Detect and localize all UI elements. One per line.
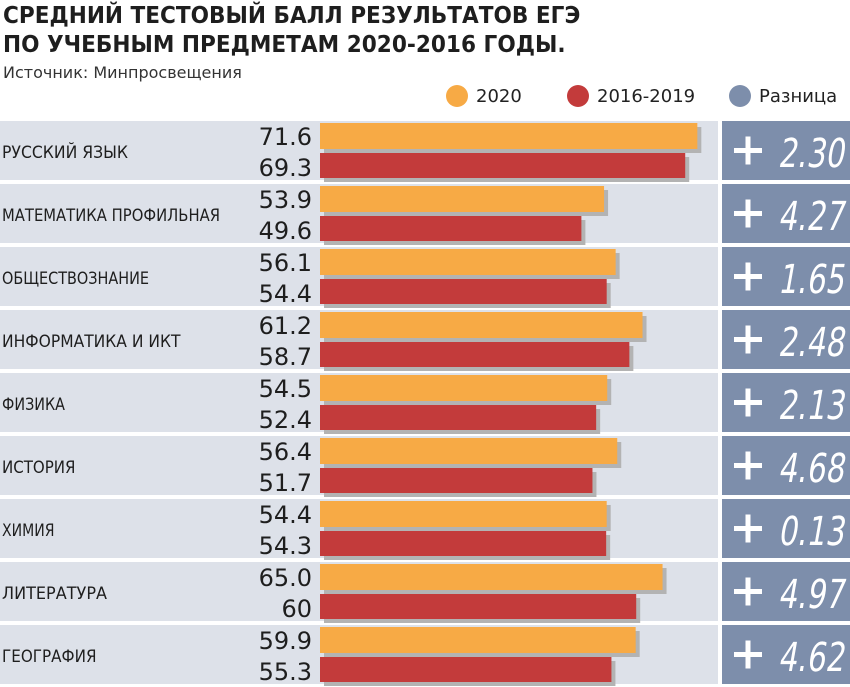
value-label-2020: 54.5	[259, 375, 312, 403]
bar-2020	[320, 123, 698, 149]
bar-2020	[320, 438, 618, 464]
value-label-2016-2019: 58.7	[259, 343, 312, 371]
chart-row: ХИМИЯ 54.4 54.3 0.13	[0, 499, 850, 560]
value-label-2016-2019: 54.3	[259, 532, 312, 560]
bar-2016-2019	[320, 342, 630, 367]
bar-2020	[320, 186, 605, 212]
source-note: Источник: Минпросвещения	[3, 63, 242, 82]
plus-sign-vertical	[745, 262, 751, 291]
category-label: ХИМИЯ	[2, 521, 55, 541]
title-line-2: ПО УЧЕБНЫМ ПРЕДМЕТАМ 2020-2016 ГОДЫ.	[3, 32, 566, 58]
value-label-2016-2019: 60	[281, 595, 312, 623]
bar-2020	[320, 501, 607, 527]
difference-value: 2.30	[776, 130, 850, 177]
plus-sign-vertical	[745, 451, 751, 480]
bar-2016-2019	[320, 657, 612, 682]
category-label: РУССКИЙ ЯЗЫК	[2, 141, 128, 163]
difference-value: 4.68	[776, 445, 850, 492]
bar-2016-2019	[320, 468, 593, 493]
plus-sign-vertical	[745, 388, 751, 417]
plus-sign-vertical	[745, 577, 751, 606]
legend-swatch-difference	[729, 85, 751, 107]
value-label-2016-2019: 69.3	[259, 154, 312, 182]
difference-value: 2.48	[776, 319, 850, 366]
plus-sign-vertical	[745, 514, 751, 543]
title-line-1: СРЕДНИЙ ТЕСТОВЫЙ БАЛЛ РЕЗУЛЬТАТОВ ЕГЭ	[3, 3, 581, 29]
chart-row: ИНФОРМАТИКА И ИКТ 61.2 58.7 2.48	[0, 310, 850, 371]
plus-sign-vertical	[745, 136, 751, 165]
difference-value: 2.13	[776, 382, 850, 429]
bar-2020	[320, 564, 663, 590]
plus-sign-vertical	[745, 640, 751, 669]
legend-item-difference: Разница	[729, 84, 837, 108]
legend: 2020 2016-2019 Разница	[0, 84, 850, 108]
bar-2016-2019	[320, 216, 582, 241]
category-label: ФИЗИКА	[2, 395, 65, 415]
chart-title: СРЕДНИЙ ТЕСТОВЫЙ БАЛЛ РЕЗУЛЬТАТОВ ЕГЭ ПО…	[3, 2, 580, 60]
value-label-2020: 61.2	[259, 312, 312, 340]
bar-2016-2019	[320, 153, 686, 178]
difference-value: 4.97	[776, 571, 850, 618]
legend-label-2016-2019: 2016-2019	[597, 85, 696, 107]
legend-item-2016-2019: 2016-2019	[567, 84, 695, 108]
chart-row: ГЕОГРАФИЯ 59.9 55.3 4.62	[0, 625, 850, 686]
value-label-2020: 54.4	[259, 501, 312, 529]
bar-2016-2019	[320, 279, 607, 304]
bar-chart: РУССКИЙ ЯЗЫК 71.6 69.3 2.30 МАТЕМАТИКА ПРОФИ…	[0, 121, 850, 686]
legend-label-difference: Разница	[759, 85, 838, 107]
bar-2020	[320, 312, 643, 338]
category-label: ОБЩЕСТВОЗНАНИЕ	[2, 269, 149, 289]
legend-swatch-2016-2019	[567, 85, 589, 107]
category-label: ИСТОРИЯ	[2, 458, 76, 478]
value-label-2016-2019: 52.4	[259, 406, 312, 434]
bar-2020	[320, 375, 608, 401]
chart-row: ЛИТЕРАТУРА 65.0 60 4.97	[0, 562, 850, 623]
bar-2020	[320, 249, 616, 275]
chart-row: ФИЗИКА 54.5 52.4 2.13	[0, 373, 850, 434]
value-label-2020: 65.0	[259, 564, 312, 592]
bar-2020	[320, 627, 636, 653]
bar-2016-2019	[320, 594, 637, 619]
value-label-2020: 53.9	[259, 186, 312, 214]
legend-swatch-2020	[446, 85, 468, 107]
legend-label-2020: 2020	[476, 85, 522, 107]
difference-value: 4.62	[776, 634, 850, 681]
legend-item-2020: 2020	[446, 84, 522, 108]
chart-row: РУССКИЙ ЯЗЫК 71.6 69.3 2.30	[0, 121, 850, 182]
value-label-2020: 56.4	[259, 438, 312, 466]
bar-2016-2019	[320, 531, 607, 556]
bar-2016-2019	[320, 405, 597, 430]
chart-row: ОБЩЕСТВОЗНАНИЕ 56.1 54.4 1.65	[0, 247, 850, 308]
value-label-2020: 56.1	[259, 249, 312, 277]
value-label-2016-2019: 49.6	[259, 217, 312, 245]
value-label-2020: 59.9	[259, 627, 312, 655]
value-label-2016-2019: 51.7	[259, 469, 312, 497]
difference-value: 1.65	[776, 256, 850, 303]
category-label: ЛИТЕРАТУРА	[2, 584, 107, 604]
value-label-2020: 71.6	[259, 123, 312, 151]
value-label-2016-2019: 54.4	[259, 280, 312, 308]
value-label-2016-2019: 55.3	[259, 658, 312, 686]
category-label: МАТЕМАТИКА ПРОФИЛЬНАЯ	[2, 206, 220, 226]
category-label: ИНФОРМАТИКА И ИКТ	[2, 332, 181, 352]
plus-sign-vertical	[745, 199, 751, 228]
chart-row: ИСТОРИЯ 56.4 51.7 4.68	[0, 436, 850, 497]
chart-row: МАТЕМАТИКА ПРОФИЛЬНАЯ 53.9 49.6 4.27	[0, 184, 850, 245]
difference-value: 0.13	[776, 508, 850, 555]
difference-value: 4.27	[776, 193, 850, 240]
category-label: ГЕОГРАФИЯ	[2, 647, 97, 667]
plus-sign-vertical	[745, 325, 751, 354]
